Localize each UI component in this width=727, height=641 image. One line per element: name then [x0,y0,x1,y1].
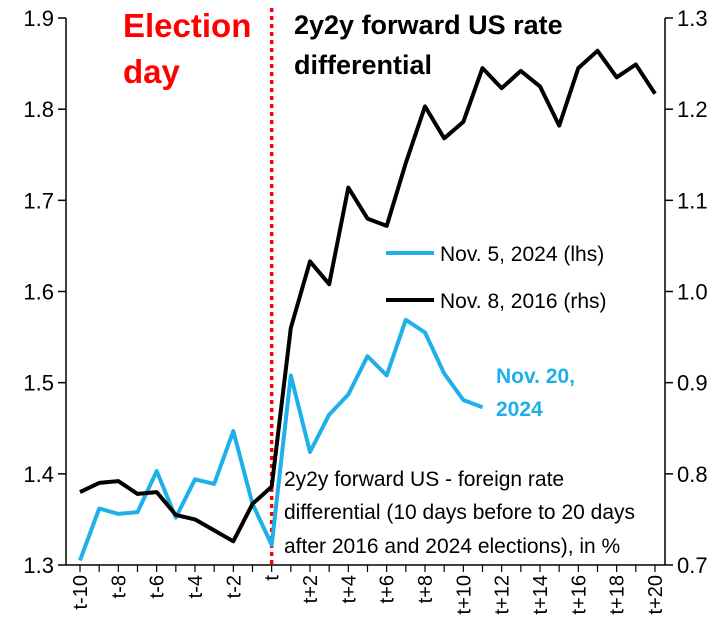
left-tick-label: 1.7 [23,188,54,213]
annotation-line2: 2024 [496,398,543,421]
right-tick-label: 0.8 [677,462,708,487]
election-day-label-line1: Election [123,7,251,44]
x-tick-label: t-4 [185,575,207,598]
series-line-2016 [79,48,657,544]
x-tick-label: t+16 [568,575,590,614]
left-tick-label: 1.6 [23,280,54,305]
x-tick-label: t+4 [338,575,360,603]
right-y-axis: 0.7 0.8 0.9 1.0 1.1 1.2 1.3 [665,6,708,578]
x-tick-label: t+10 [453,575,475,614]
x-tick-label: t+6 [377,575,399,603]
legend-label-2024: Nov. 5, 2024 (lhs) [440,243,604,266]
legend-label-2016: Nov. 8, 2016 (rhs) [440,290,607,313]
chart-title-line2: differential [294,50,432,80]
x-tick-label: t+8 [415,575,437,603]
x-tick-label: t+20 [645,575,667,614]
right-tick-label: 1.1 [677,188,708,213]
x-tick-label: t+18 [607,575,629,614]
x-tick-label: t-8 [108,575,130,598]
series-line-2024 [78,317,484,562]
note-line1: 2y2y forward US - foreign rate [284,468,564,491]
right-tick-label: 0.7 [677,553,708,578]
legend: Nov. 5, 2024 (lhs) Nov. 8, 2016 (rhs) [386,243,607,313]
left-tick-label: 1.8 [23,97,54,122]
election-day-label-line2: day [123,53,181,90]
left-tick-label: 1.9 [23,6,54,31]
x-tick-label: t+12 [492,575,514,614]
left-tick-label: 1.3 [23,553,54,578]
right-tick-label: 1.2 [677,97,708,122]
left-y-axis: 1.3 1.4 1.5 1.6 1.7 1.8 1.9 [23,6,66,578]
left-tick-label: 1.4 [23,462,54,487]
note-line3: after 2016 and 2024 elections), in % [284,535,620,558]
annotation-line1: Nov. 20, [496,365,575,388]
right-tick-label: 1.3 [677,6,708,31]
x-tick-label: t-10 [70,575,92,609]
x-axis: t-10 t-8 t-6 t-4 t-2 t t+2 t+4 t+6 t+8 t+10 t+12 t+1… [70,565,667,614]
x-tick-label: t+2 [300,575,322,603]
x-tick-label: t-2 [223,575,245,598]
right-tick-label: 0.9 [677,371,708,396]
x-tick-label: t-6 [147,575,169,598]
chart-title-line1: 2y2y forward US rate [294,10,563,40]
x-tick-label: t+14 [530,575,552,614]
x-tick-label: t [262,575,284,581]
left-tick-label: 1.5 [23,371,54,396]
note-line2: differential (10 days before to 20 days [284,501,635,524]
right-tick-label: 1.0 [677,280,708,305]
